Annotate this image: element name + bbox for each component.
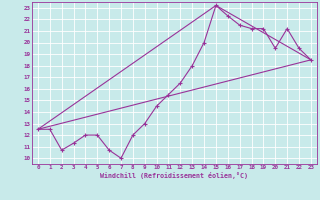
X-axis label: Windchill (Refroidissement éolien,°C): Windchill (Refroidissement éolien,°C) (100, 172, 248, 179)
